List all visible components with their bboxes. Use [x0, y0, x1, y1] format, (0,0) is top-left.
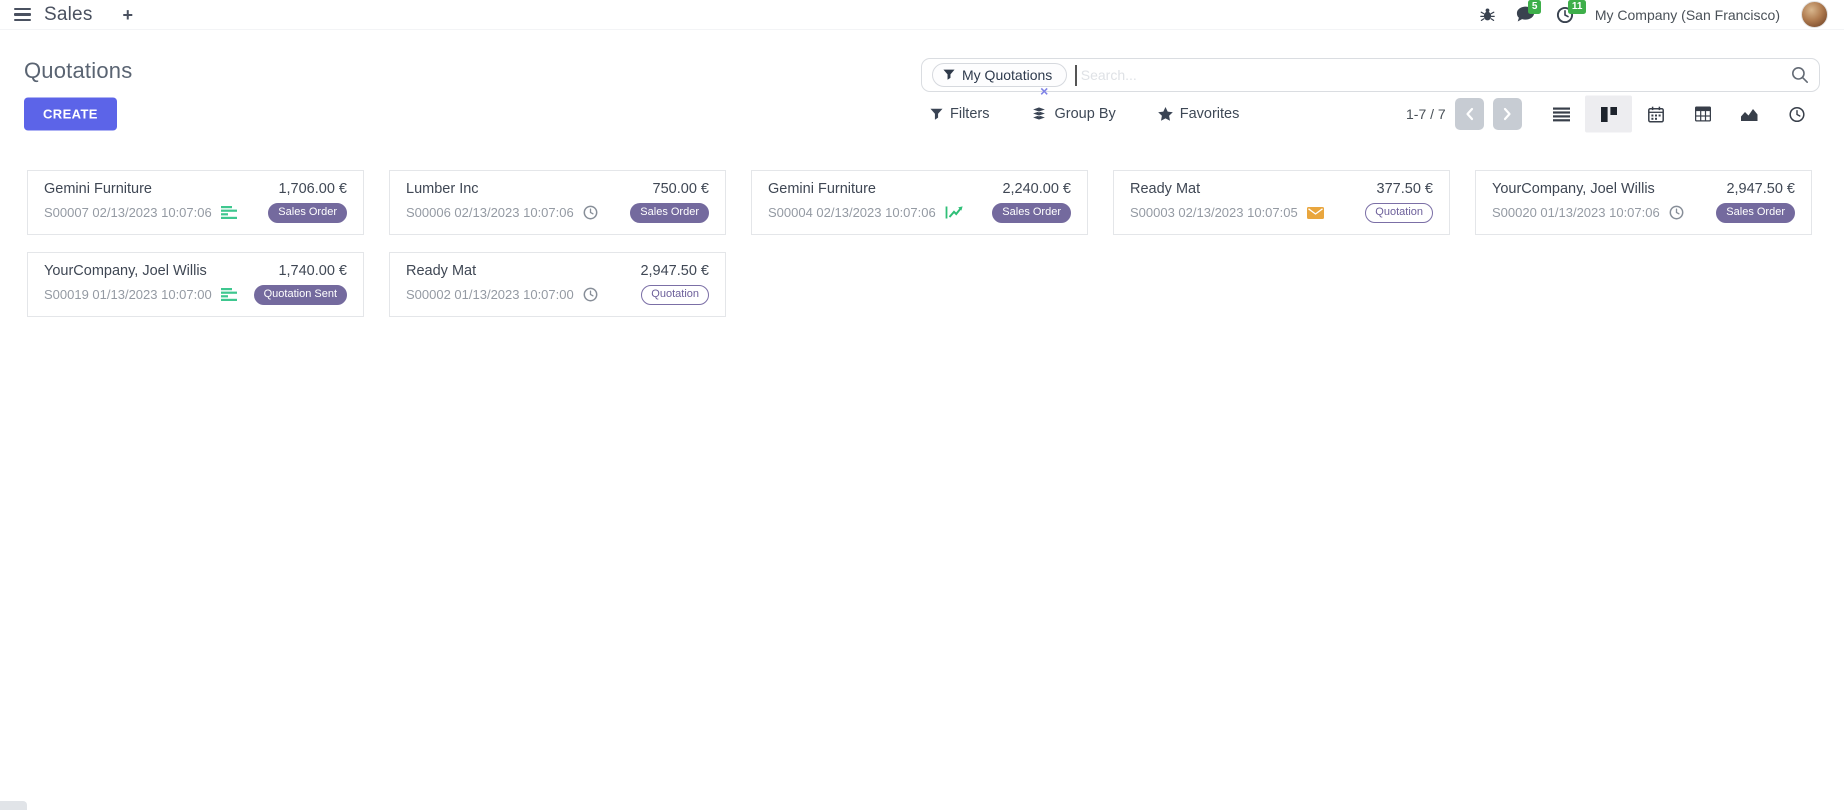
pivot-view-button[interactable]	[1679, 96, 1726, 133]
control-panel-top: Quotations My Quotations × Search...	[0, 58, 1844, 98]
order-reference: S00002 01/13/2023 10:07:00	[406, 287, 574, 303]
status-badge: Sales Order	[630, 202, 709, 223]
list-view-button[interactable]	[1538, 96, 1585, 133]
messages-count-badge: 5	[1527, 0, 1542, 14]
kanban-view-button[interactable]	[1585, 95, 1632, 133]
filters-menu[interactable]: Filters	[930, 106, 989, 122]
order-amount: 1,740.00 €	[278, 263, 347, 279]
filters-label: Filters	[950, 106, 990, 122]
tasks-icon[interactable]	[220, 206, 237, 220]
customer-name: YourCompany, Joel Willis	[1492, 181, 1655, 197]
top-navbar: Sales + 5 11	[0, 0, 1844, 30]
create-button[interactable]: CREATE	[24, 97, 117, 131]
order-reference: S00019 01/13/2023 10:07:00	[44, 287, 212, 303]
status-badge: Quotation	[641, 284, 709, 305]
messages-icon[interactable]: 5	[1516, 0, 1542, 23]
group-by-label: Group By	[1054, 106, 1116, 122]
kanban-view: Gemini Furniture 1,706.00 € S00007 02/13…	[0, 170, 1844, 317]
kanban-card[interactable]: Gemini Furniture 1,706.00 € S00007 02/13…	[27, 170, 364, 235]
graph-view-icon	[1741, 108, 1758, 121]
view-switcher	[1538, 95, 1820, 133]
line-chart-icon[interactable]	[945, 205, 963, 220]
order-amount: 2,240.00 €	[1002, 181, 1071, 197]
search-icon[interactable]	[1791, 66, 1809, 84]
customer-name: Lumber Inc	[406, 181, 479, 197]
activity-view-button[interactable]	[1773, 96, 1820, 133]
search-facet[interactable]: My Quotations ×	[932, 63, 1068, 98]
search-input[interactable]: My Quotations × Search...	[921, 58, 1820, 98]
status-badge: Sales Order	[992, 202, 1071, 223]
star-icon	[1157, 107, 1173, 121]
activity-view-icon	[1788, 106, 1805, 122]
layers-icon	[1031, 107, 1048, 121]
tasks-icon[interactable]	[220, 288, 237, 302]
customer-name: Ready Mat	[1130, 181, 1201, 197]
pager: 1-7 / 7	[1406, 98, 1522, 130]
user-avatar[interactable]	[1801, 1, 1828, 28]
control-panel-bottom: CREATE Filters Group By Favorites 1-7 / …	[0, 94, 1844, 134]
kanban-view-icon	[1600, 106, 1617, 122]
favorites-menu[interactable]: Favorites	[1157, 106, 1240, 122]
order-reference: S00007 02/13/2023 10:07:06	[44, 205, 212, 221]
favorites-label: Favorites	[1179, 106, 1240, 122]
plus-icon[interactable]: +	[122, 4, 134, 25]
order-reference: S00006 02/13/2023 10:07:06	[406, 205, 574, 221]
customer-name: Gemini Furniture	[768, 181, 876, 197]
bug-icon[interactable]	[1480, 7, 1495, 22]
order-reference: S00020 01/13/2023 10:07:06	[1492, 205, 1660, 221]
clock-icon[interactable]	[1669, 205, 1684, 220]
pager-previous-button[interactable]	[1454, 98, 1484, 130]
calendar-view-icon	[1647, 106, 1664, 122]
browser-status-stub	[0, 801, 27, 810]
order-amount: 750.00 €	[652, 181, 709, 197]
search-facet-label: My Quotations	[962, 67, 1053, 83]
order-amount: 1,706.00 €	[278, 181, 347, 197]
status-badge: Sales Order	[1716, 202, 1795, 223]
chevron-right-icon	[1503, 107, 1511, 121]
search-menus: Filters Group By Favorites	[930, 106, 1239, 122]
customer-name: Ready Mat	[406, 263, 477, 279]
filter-facet-icon	[943, 69, 955, 80]
company-switcher[interactable]: My Company (San Francisco)	[1594, 6, 1780, 23]
clock-icon[interactable]	[583, 287, 598, 302]
app-brand[interactable]: Sales	[44, 3, 93, 25]
search-placeholder: Search...	[1080, 67, 1137, 83]
graph-view-button[interactable]	[1726, 96, 1773, 133]
clock-icon[interactable]	[583, 205, 598, 220]
kanban-card[interactable]: Gemini Furniture 2,240.00 € S00004 02/13…	[751, 170, 1088, 235]
kanban-card[interactable]: Ready Mat 2,947.50 € S00002 01/13/2023 1…	[389, 252, 726, 317]
text-caret	[1075, 64, 1077, 86]
order-reference: S00004 02/13/2023 10:07:06	[768, 205, 936, 221]
activities-clock-icon[interactable]: 11	[1556, 0, 1587, 24]
apps-menu-icon[interactable]	[12, 6, 33, 24]
status-badge: Quotation Sent	[253, 284, 347, 305]
calendar-view-button[interactable]	[1632, 96, 1679, 133]
facet-remove-icon[interactable]: ×	[1040, 83, 1049, 99]
list-view-icon	[1553, 107, 1570, 121]
page-title: Quotations	[24, 58, 133, 83]
group-by-menu[interactable]: Group By	[1031, 106, 1116, 122]
order-amount: 377.50 €	[1376, 181, 1433, 197]
envelope-icon[interactable]	[1306, 206, 1324, 219]
status-badge: Sales Order	[268, 202, 347, 223]
status-badge: Quotation	[1365, 202, 1433, 223]
activities-count-badge: 11	[1567, 0, 1587, 14]
kanban-card[interactable]: Lumber Inc 750.00 € S00006 02/13/2023 10…	[389, 170, 726, 235]
order-amount: 2,947.50 €	[1726, 181, 1795, 197]
pivot-view-icon	[1694, 106, 1711, 122]
customer-name: Gemini Furniture	[44, 181, 152, 197]
kanban-card[interactable]: Ready Mat 377.50 € S00003 02/13/2023 10:…	[1113, 170, 1450, 235]
pager-value: 1-7 / 7	[1406, 106, 1446, 122]
kanban-card[interactable]: YourCompany, Joel Willis 1,740.00 € S000…	[27, 252, 364, 317]
order-reference: S00003 02/13/2023 10:07:05	[1130, 205, 1298, 221]
kanban-card[interactable]: YourCompany, Joel Willis 2,947.50 € S000…	[1475, 170, 1812, 235]
order-amount: 2,947.50 €	[640, 263, 709, 279]
filter-icon	[930, 108, 943, 120]
customer-name: YourCompany, Joel Willis	[44, 263, 207, 279]
pager-next-button[interactable]	[1492, 98, 1522, 130]
chevron-left-icon	[1466, 107, 1473, 121]
